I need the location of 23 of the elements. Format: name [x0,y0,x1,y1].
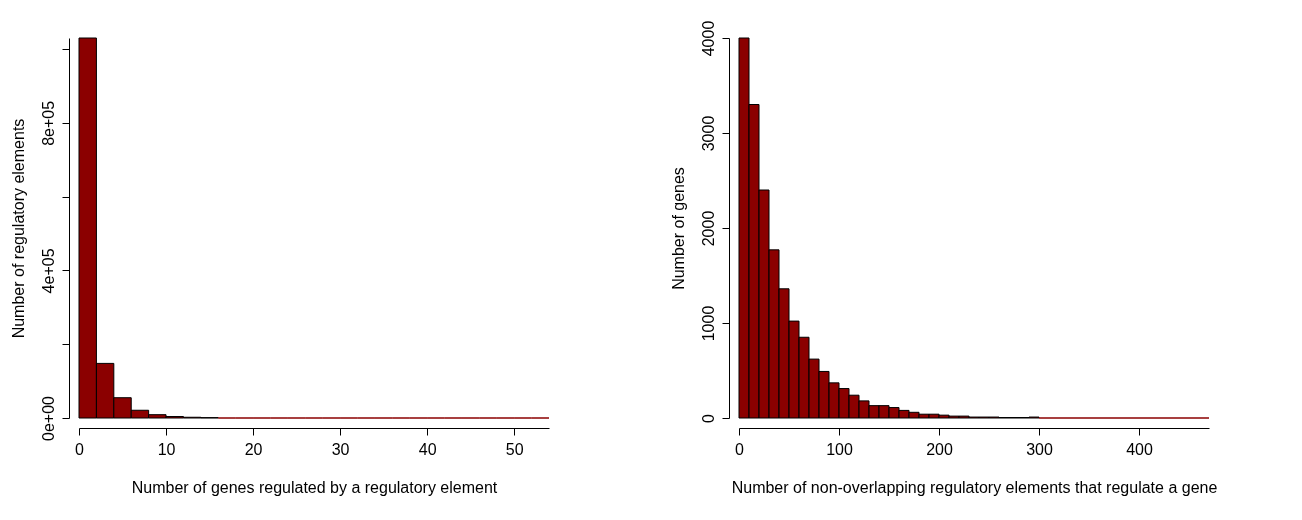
y-tick-label: 0e+00 [39,395,57,441]
x-tick-label: 400 [1126,440,1153,458]
y-axis-title: Number of genes [669,167,687,290]
y-tick-label: 0 [699,413,717,423]
x-tick-label: 200 [926,440,953,458]
y-tick-label: 4000 [699,20,717,57]
x-tick-label: 0 [75,440,85,458]
y-axis-title: Number of regulatory elements [9,118,27,339]
y-tick-label: 3000 [699,115,717,152]
x-tick-label: 20 [244,440,263,458]
x-tick-label: 40 [418,440,437,458]
x-tick-label: 10 [157,440,176,458]
y-tick-label: 1000 [699,305,717,342]
x-tick-label: 0 [735,440,745,458]
x-tick-label: 300 [1026,440,1053,458]
x-axis-title: Number of genes regulated by a regulatory element [131,478,498,496]
x-tick-label: 30 [331,440,350,458]
x-tick-label: 100 [826,440,853,458]
y-tick-label: 8e+05 [39,100,57,146]
x-axis-title: Number of non-overlapping regulatory elements that regulate a gene [731,478,1218,496]
x-tick-label: 50 [505,440,524,458]
y-tick-label: 2000 [699,210,717,247]
y-tick-label: 4e+05 [39,248,57,294]
